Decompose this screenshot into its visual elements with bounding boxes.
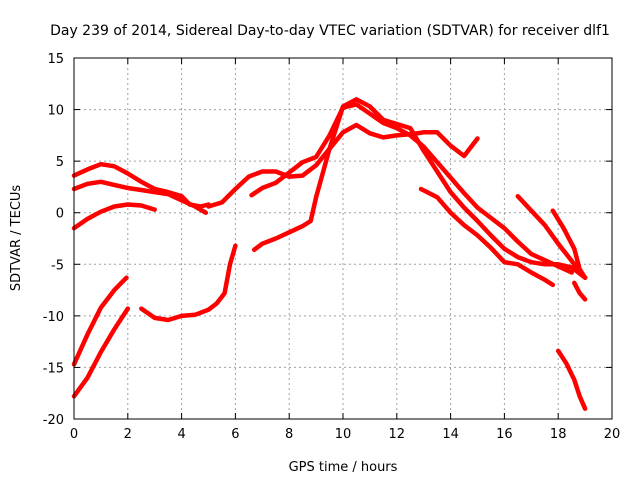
series-arc-7: [206, 122, 480, 209]
series-arc-9: [249, 102, 574, 275]
x-axis-label: GPS time / hours: [289, 460, 398, 475]
y-tick-label: -10: [43, 310, 64, 325]
x-tick-label: 2: [124, 427, 132, 442]
series-arc-6: [139, 243, 238, 323]
x-tick-label: 12: [389, 427, 406, 442]
x-tick-label: 10: [335, 427, 352, 442]
y-tick-label: -5: [51, 258, 64, 273]
series-arc-3: [71, 202, 157, 231]
series-arc-5: [71, 306, 131, 399]
x-tick-label: 14: [442, 427, 459, 442]
series-arc-14: [555, 348, 588, 411]
series-arc-2: [71, 179, 209, 215]
y-axis-label: SDTVAR / TECUs: [9, 185, 24, 292]
ticks: 0 2 4 6 8 10 12 14 16 18 20 -20 -15 -10 -5 0 5 10 15: [43, 52, 621, 442]
series-arc-4: [71, 275, 129, 367]
x-tick-label: 0: [70, 427, 78, 442]
y-tick-label: 0: [56, 207, 64, 222]
y-tick-label: -20: [43, 413, 64, 428]
series-arc-8: [251, 97, 588, 280]
series-arc-1: [71, 161, 211, 209]
grid: [74, 58, 612, 419]
x-tick-label: 4: [177, 427, 185, 442]
x-tick-label: 6: [231, 427, 239, 442]
series-arc-11: [515, 193, 588, 280]
series-arc-12: [550, 208, 588, 280]
y-tick-label: 15: [47, 52, 64, 67]
plot-series: [71, 97, 588, 411]
x-tick-label: 18: [550, 427, 567, 442]
x-tick-label: 8: [285, 427, 293, 442]
y-tick-label: 10: [47, 104, 64, 119]
y-tick-label: -15: [43, 361, 64, 376]
y-tick-label: 5: [56, 155, 64, 170]
x-tick-label: 20: [604, 427, 621, 442]
x-tick-label: 16: [496, 427, 513, 442]
series-arc-13: [572, 280, 588, 302]
series-arc-10: [418, 186, 556, 288]
chart-title: Day 239 of 2014, Sidereal Day-to-day VTE…: [50, 23, 610, 39]
